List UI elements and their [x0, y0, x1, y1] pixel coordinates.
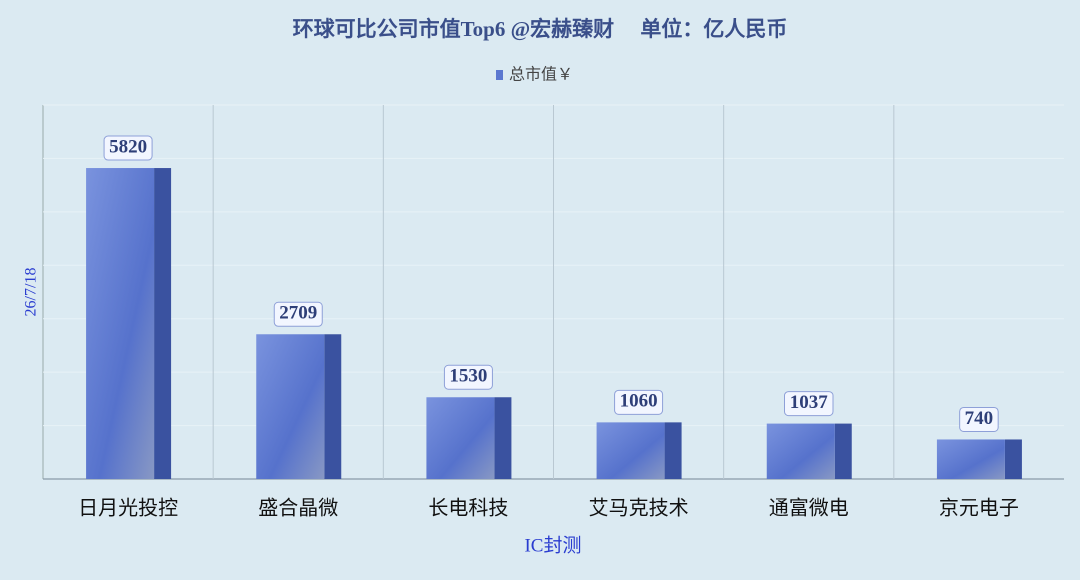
data-label: 1530 [449, 366, 487, 387]
data-label: 5820 [109, 136, 147, 157]
bar-side [324, 334, 342, 479]
legend-swatch [496, 70, 503, 80]
bar [86, 168, 155, 479]
bar [596, 422, 665, 479]
bar [936, 439, 1005, 479]
bar-side [834, 423, 852, 479]
data-label-box [784, 391, 834, 417]
data-label: 740 [965, 408, 994, 429]
x-tick-label: 长电科技 [428, 497, 508, 520]
bar [256, 334, 325, 479]
bar-side [664, 422, 682, 479]
data-label-box [614, 389, 664, 415]
bar-side [154, 168, 172, 479]
y-axis-label: 26/7/18 [23, 268, 40, 317]
data-label: 1037 [790, 392, 829, 413]
bar [766, 423, 835, 479]
data-label: 1060 [620, 391, 658, 412]
x-axis-label: IC封测 [524, 534, 581, 556]
data-label-box [443, 364, 493, 390]
legend-label: 总市值￥ [509, 66, 573, 84]
x-tick-label: 通富微电 [769, 497, 849, 520]
data-label-box [959, 406, 999, 432]
data-label-box [103, 135, 153, 161]
bar-side [494, 397, 512, 479]
bar-side [1004, 439, 1022, 479]
x-tick-label: 艾马克技术 [589, 497, 689, 520]
data-label-box [273, 301, 323, 327]
data-label: 2709 [279, 303, 317, 324]
x-tick-label: 京元电子 [939, 497, 1019, 520]
x-tick-label: 盛合晶微 [258, 497, 338, 520]
bar [426, 397, 495, 479]
x-tick-label: 日月光投控 [78, 497, 178, 520]
chart-title: 环球可比公司市值Top6 @宏赫臻财 单位：亿人民币 [293, 17, 788, 41]
